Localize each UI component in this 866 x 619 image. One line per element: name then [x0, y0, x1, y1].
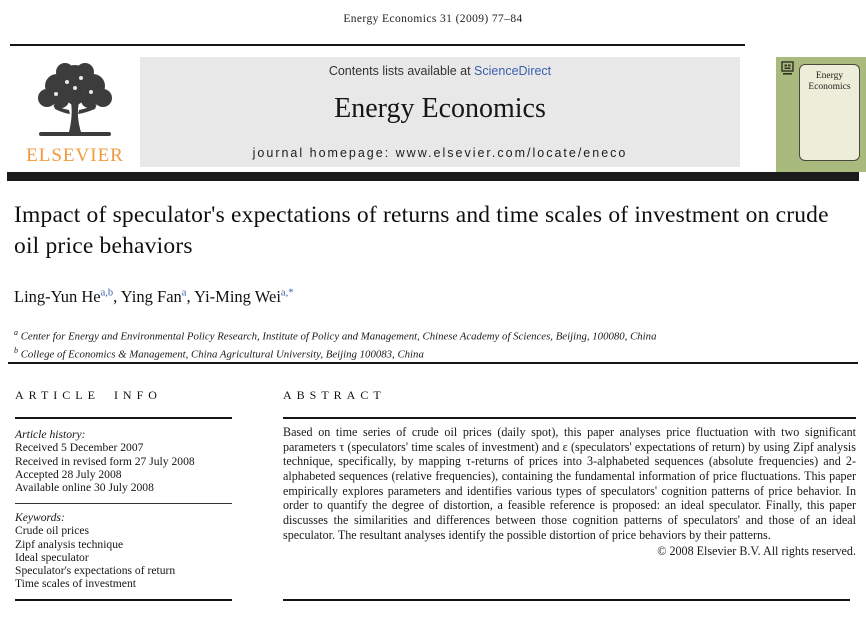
sciencedirect-link[interactable]: ScienceDirect [474, 64, 552, 78]
history-line: Received 5 December 2007 [15, 441, 144, 455]
article-title: Impact of speculator's expectations of r… [14, 202, 829, 259]
affiliation-line: a Center for Energy and Environmental Po… [14, 326, 656, 344]
author-affiliation-sup[interactable]: a [181, 287, 187, 299]
author-name: Yi-Ming Wei [194, 287, 281, 306]
keywords-block: Keywords: Crude oil prices Zipf analysis… [15, 511, 233, 591]
journal-homepage-link[interactable]: journal homepage: www.elsevier.com/locat… [252, 146, 628, 160]
cover-journal-title: Energy Economics [808, 71, 851, 92]
article-info-heading-rule [15, 417, 232, 419]
abstract-paragraph: Based on time series of crude oil prices… [283, 425, 856, 542]
contents-text: Contents lists available at [328, 64, 475, 78]
keyword: Zipf analysis technique [15, 537, 124, 551]
copyright-line: © 2008 Elsevier B.V. All rights reserved… [657, 544, 856, 559]
journal-cover-thumbnail[interactable]: Energy Economics [776, 57, 866, 172]
keyword: Time scales of investment [15, 577, 136, 591]
journal-banner: Contents lists available at ScienceDirec… [140, 57, 740, 167]
history-line: Received in revised form 27 July 2008 [15, 454, 195, 468]
author-separator: , [113, 287, 121, 306]
info-section-top-rule [8, 362, 858, 364]
keyword: Crude oil prices [15, 524, 90, 538]
header-rule [10, 44, 745, 46]
keywords-label: Keywords: [15, 511, 65, 524]
affiliation-marker: a [14, 328, 18, 337]
author-affiliation-sup[interactable]: a,b [100, 287, 114, 299]
cover-inner-panel: Energy Economics [799, 64, 860, 161]
journal-citation: Energy Economics 31 (2009) 77–84 [343, 13, 523, 25]
section-divider-bar [7, 172, 859, 181]
elsevier-logo[interactable]: ELSEVIER [14, 58, 136, 168]
keyword: Ideal speculator [15, 550, 89, 564]
author-name: Ying Fan [120, 287, 182, 306]
author-separator: , [186, 287, 195, 306]
abstract-body: Based on time series of crude oil prices… [283, 425, 856, 559]
affiliation-text: Center for Energy and Environmental Poli… [18, 330, 657, 343]
affiliation-text: College of Economics & Management, China… [18, 348, 424, 361]
abstract-heading: ABSTRACT [283, 388, 386, 402]
author-affiliation-sup[interactable]: a,* [280, 287, 294, 299]
affiliation-line: b College of Economics & Management, Chi… [14, 344, 656, 362]
history-label: Article history: [15, 428, 86, 441]
article-info-heading: ARTICLE INFO [15, 388, 162, 402]
elsevier-tree-icon [38, 63, 112, 136]
publisher-seal-icon [781, 61, 794, 75]
left-column-bottom-rule [15, 599, 232, 601]
history-line: Accepted 28 July 2008 [15, 467, 122, 481]
journal-title: Energy Economics [334, 93, 546, 124]
contents-list-line: Contents lists available at ScienceDirec… [140, 64, 740, 78]
keywords-separator-rule [15, 503, 232, 504]
affiliations: a Center for Energy and Environmental Po… [14, 326, 656, 362]
keyword: Speculator's expectations of return [15, 564, 176, 578]
affiliation-marker: b [14, 346, 18, 356]
right-column-bottom-rule [283, 599, 850, 601]
author-line: Ling-Yun Hea,b, Ying Fana, Yi-Ming Weia,… [14, 287, 293, 307]
history-line: Available online 30 July 2008 [15, 481, 154, 495]
author-name: Ling-Yun He [14, 287, 101, 306]
abstract-heading-rule [283, 417, 856, 419]
elsevier-wordmark: ELSEVIER [26, 145, 124, 166]
article-history: Article history: Received 5 December 200… [15, 428, 233, 494]
